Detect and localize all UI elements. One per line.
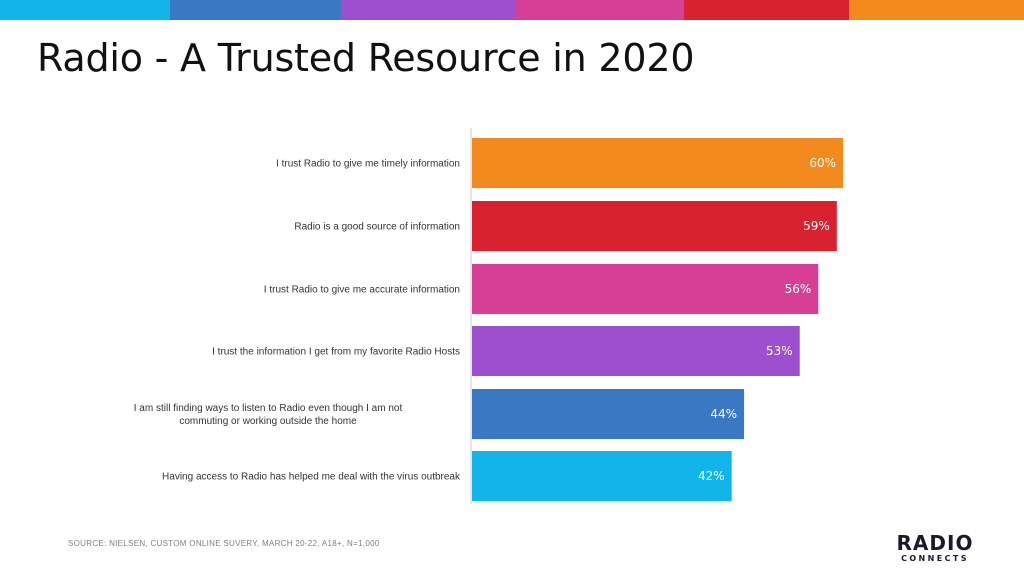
category-label: Having access to Radio has helped me dea…	[162, 472, 461, 483]
color-strip-segment	[0, 0, 170, 20]
bar	[472, 451, 732, 501]
bar-value-label: 44%	[710, 407, 737, 421]
source-note: SOURCE: NIELSEN, CUSTOM ONLINE SUVERY, M…	[68, 539, 380, 548]
slide-title: Radio - A Trusted Resource in 2020	[37, 36, 695, 80]
bar	[472, 264, 819, 314]
category-label: I trust Radio to give me timely informat…	[276, 159, 460, 170]
bar	[472, 326, 800, 376]
color-strip-segment	[849, 0, 1024, 20]
bar	[472, 389, 745, 439]
color-strip-segment	[516, 0, 684, 20]
category-label: I trust Radio to give me accurate inform…	[264, 285, 460, 296]
bar-value-label: 60%	[809, 156, 836, 170]
bar-value-label: 59%	[803, 219, 830, 233]
color-strip-segment	[684, 0, 849, 20]
category-label: I trust the information I get from my fa…	[212, 347, 460, 358]
color-strip-segment	[341, 0, 516, 20]
bar	[472, 138, 843, 188]
category-label: I am still finding ways to listen to Rad…	[134, 403, 403, 427]
radio-connects-logo: RADIO CONNECTS	[880, 532, 990, 564]
color-strip-segment	[170, 0, 341, 20]
bar-value-label: 56%	[785, 282, 812, 296]
logo-wordmark: RADIO	[896, 531, 974, 555]
bar-value-label: 53%	[766, 344, 793, 358]
bar	[472, 201, 837, 251]
header-color-strip	[0, 0, 1024, 20]
category-label: Radio is a good source of information	[294, 222, 460, 233]
logo-subtitle: CONNECTS	[901, 554, 969, 563]
bar-value-label: 42%	[698, 469, 725, 483]
